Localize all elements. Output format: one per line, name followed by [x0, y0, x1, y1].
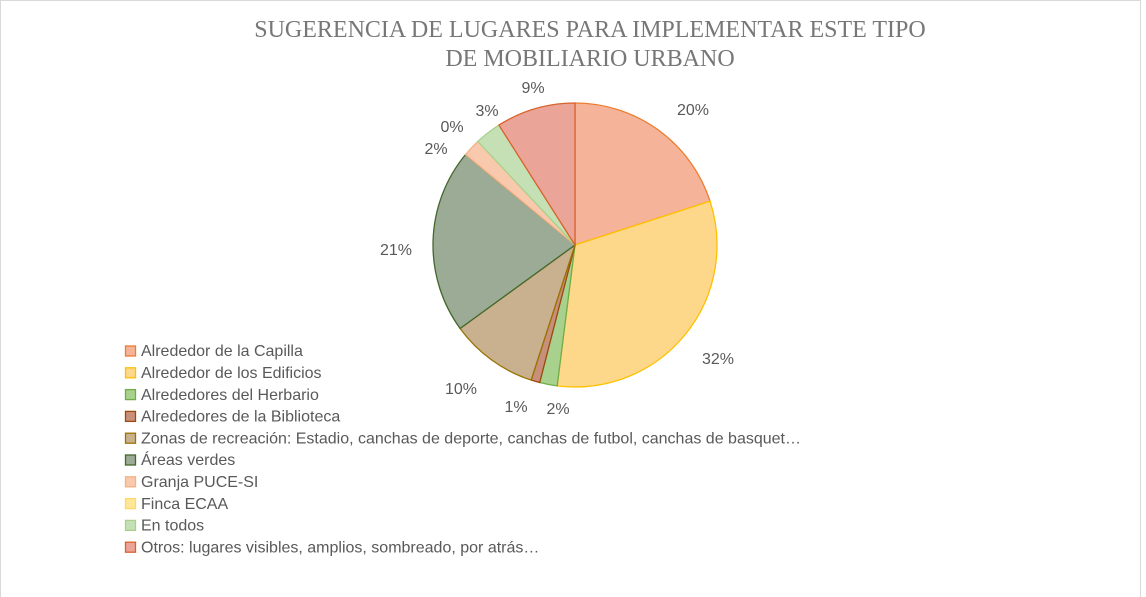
legend-swatch — [124, 410, 137, 423]
legend-label: Áreas verdes — [141, 450, 235, 469]
legend-label: En todos — [141, 518, 204, 535]
legend-label: Alrededores de la Biblioteca — [141, 409, 340, 426]
legend-swatch — [124, 454, 137, 466]
data-label: 10% — [445, 381, 477, 398]
data-label: 21% — [380, 242, 412, 259]
pie-slice — [498, 102, 576, 248]
chart-title: SUGERENCIA DE LUGARES PARA IMPLEMENTAR E… — [254, 17, 926, 72]
pie-slice — [459, 243, 577, 381]
data-label: 0% — [440, 119, 463, 136]
legend-swatch — [124, 497, 137, 510]
legend-label: Zonas de recreación: Estadio, canchas de… — [141, 430, 801, 447]
data-label: 9% — [521, 80, 544, 97]
data-label: 1% — [504, 399, 527, 416]
legend-swatch — [124, 519, 137, 532]
legend-label: Alrededor de la Capilla — [141, 343, 303, 360]
data-label: 32% — [702, 351, 734, 368]
data-label: 2% — [546, 401, 569, 418]
pie-slice — [432, 153, 577, 330]
legend-swatch — [124, 476, 137, 488]
legend-label: Alrededores del Herbario — [141, 387, 319, 404]
legend-label: Otros: lugares visibles, amplios, sombre… — [141, 539, 539, 556]
legend-swatch — [124, 432, 137, 444]
legend-label: Finca ECAA — [141, 496, 228, 513]
pie-slice — [574, 102, 711, 246]
pie-slice — [556, 200, 718, 388]
data-label: 2% — [424, 141, 447, 158]
legend-swatch — [124, 367, 137, 379]
legend-label: Granja PUCE-SI — [141, 474, 258, 491]
legend-swatch — [124, 345, 137, 357]
data-label: 20% — [677, 102, 709, 119]
data-label: 3% — [475, 103, 498, 120]
legend-swatch — [124, 541, 137, 553]
legend-swatch — [124, 388, 137, 401]
legend-label: Alrededor de los Edificios — [141, 365, 322, 382]
